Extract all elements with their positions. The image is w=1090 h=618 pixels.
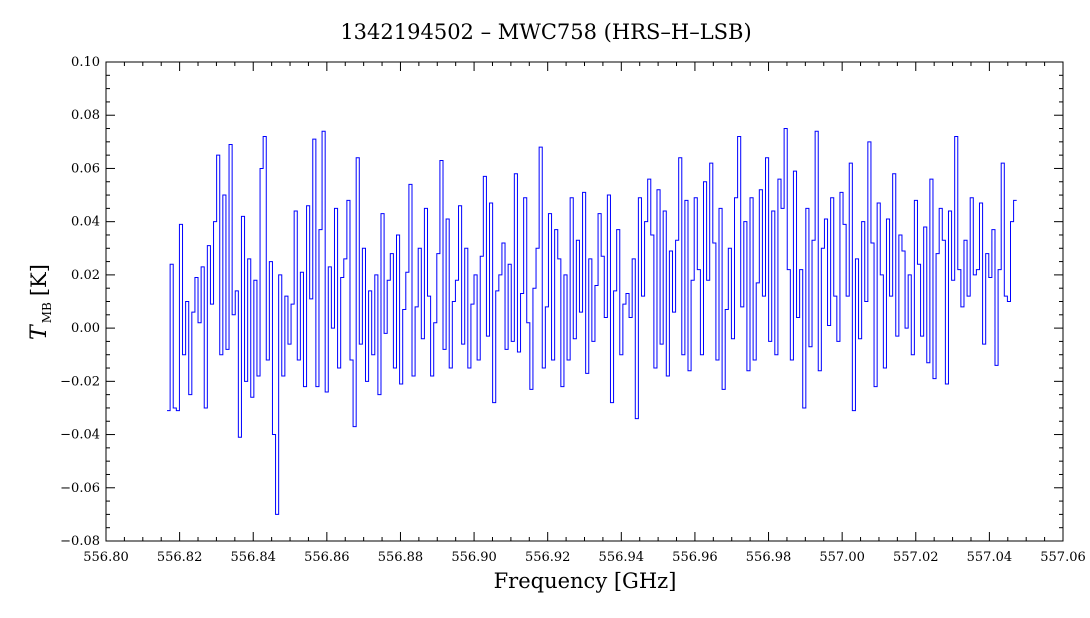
series-line-0: [167, 128, 1017, 515]
x-tick-labels: 556.80 556.82 556.84 556.86 556.88 556.90 556.…: [83, 550, 1086, 565]
x-tick-label: 556.84: [230, 550, 276, 565]
y-axis-label-subscript: MB: [40, 302, 54, 323]
y-tick-label: 0.06: [71, 161, 100, 176]
y-tick-label: 0.10: [71, 55, 100, 70]
x-tick-label: 556.90: [451, 550, 497, 565]
x-tick-label: 557.02: [893, 550, 939, 565]
y-tick-labels: −0.08 −0.06 −0.04 −0.02 0.00 0.02 0.04 0.06 0.08…: [60, 55, 100, 549]
y-tick-label: 0.04: [71, 215, 100, 230]
y-axis-label: TMB [K]: [27, 264, 54, 340]
series-group: [167, 128, 1017, 515]
x-tick-label: 556.94: [599, 550, 645, 565]
x-tick-label: 557.00: [819, 550, 865, 565]
x-tick-label: 556.88: [378, 550, 424, 565]
y-tick-label: −0.04: [60, 428, 100, 443]
x-tick-label: 556.98: [746, 550, 792, 565]
y-axis-label-symbol: T: [27, 323, 52, 340]
svg-text:TMB[K]: TMB [K]: [27, 264, 54, 340]
chart-title: 1342194502 – MWC758 (HRS–H–LSB): [340, 20, 751, 44]
x-tick-label: 556.82: [157, 550, 203, 565]
axis-ticks: [105, 61, 1064, 542]
x-tick-label: 557.04: [967, 550, 1013, 565]
y-axis-label-unit: [K]: [27, 264, 51, 296]
y-tick-label: 0.08: [71, 108, 100, 123]
x-tick-label: 557.06: [1040, 550, 1086, 565]
x-tick-label: 556.92: [525, 550, 571, 565]
y-tick-label: 0.02: [71, 268, 100, 283]
x-axis-label: Frequency [GHz]: [494, 569, 677, 593]
plot-frame: [105, 61, 1064, 542]
x-tick-label: 556.80: [83, 550, 129, 565]
y-tick-label: −0.02: [60, 374, 100, 389]
y-tick-label: −0.08: [60, 534, 100, 549]
x-tick-label: 556.96: [672, 550, 718, 565]
y-tick-label: 0.00: [71, 321, 100, 336]
x-tick-label: 556.86: [304, 550, 350, 565]
y-tick-label: −0.06: [60, 481, 100, 496]
